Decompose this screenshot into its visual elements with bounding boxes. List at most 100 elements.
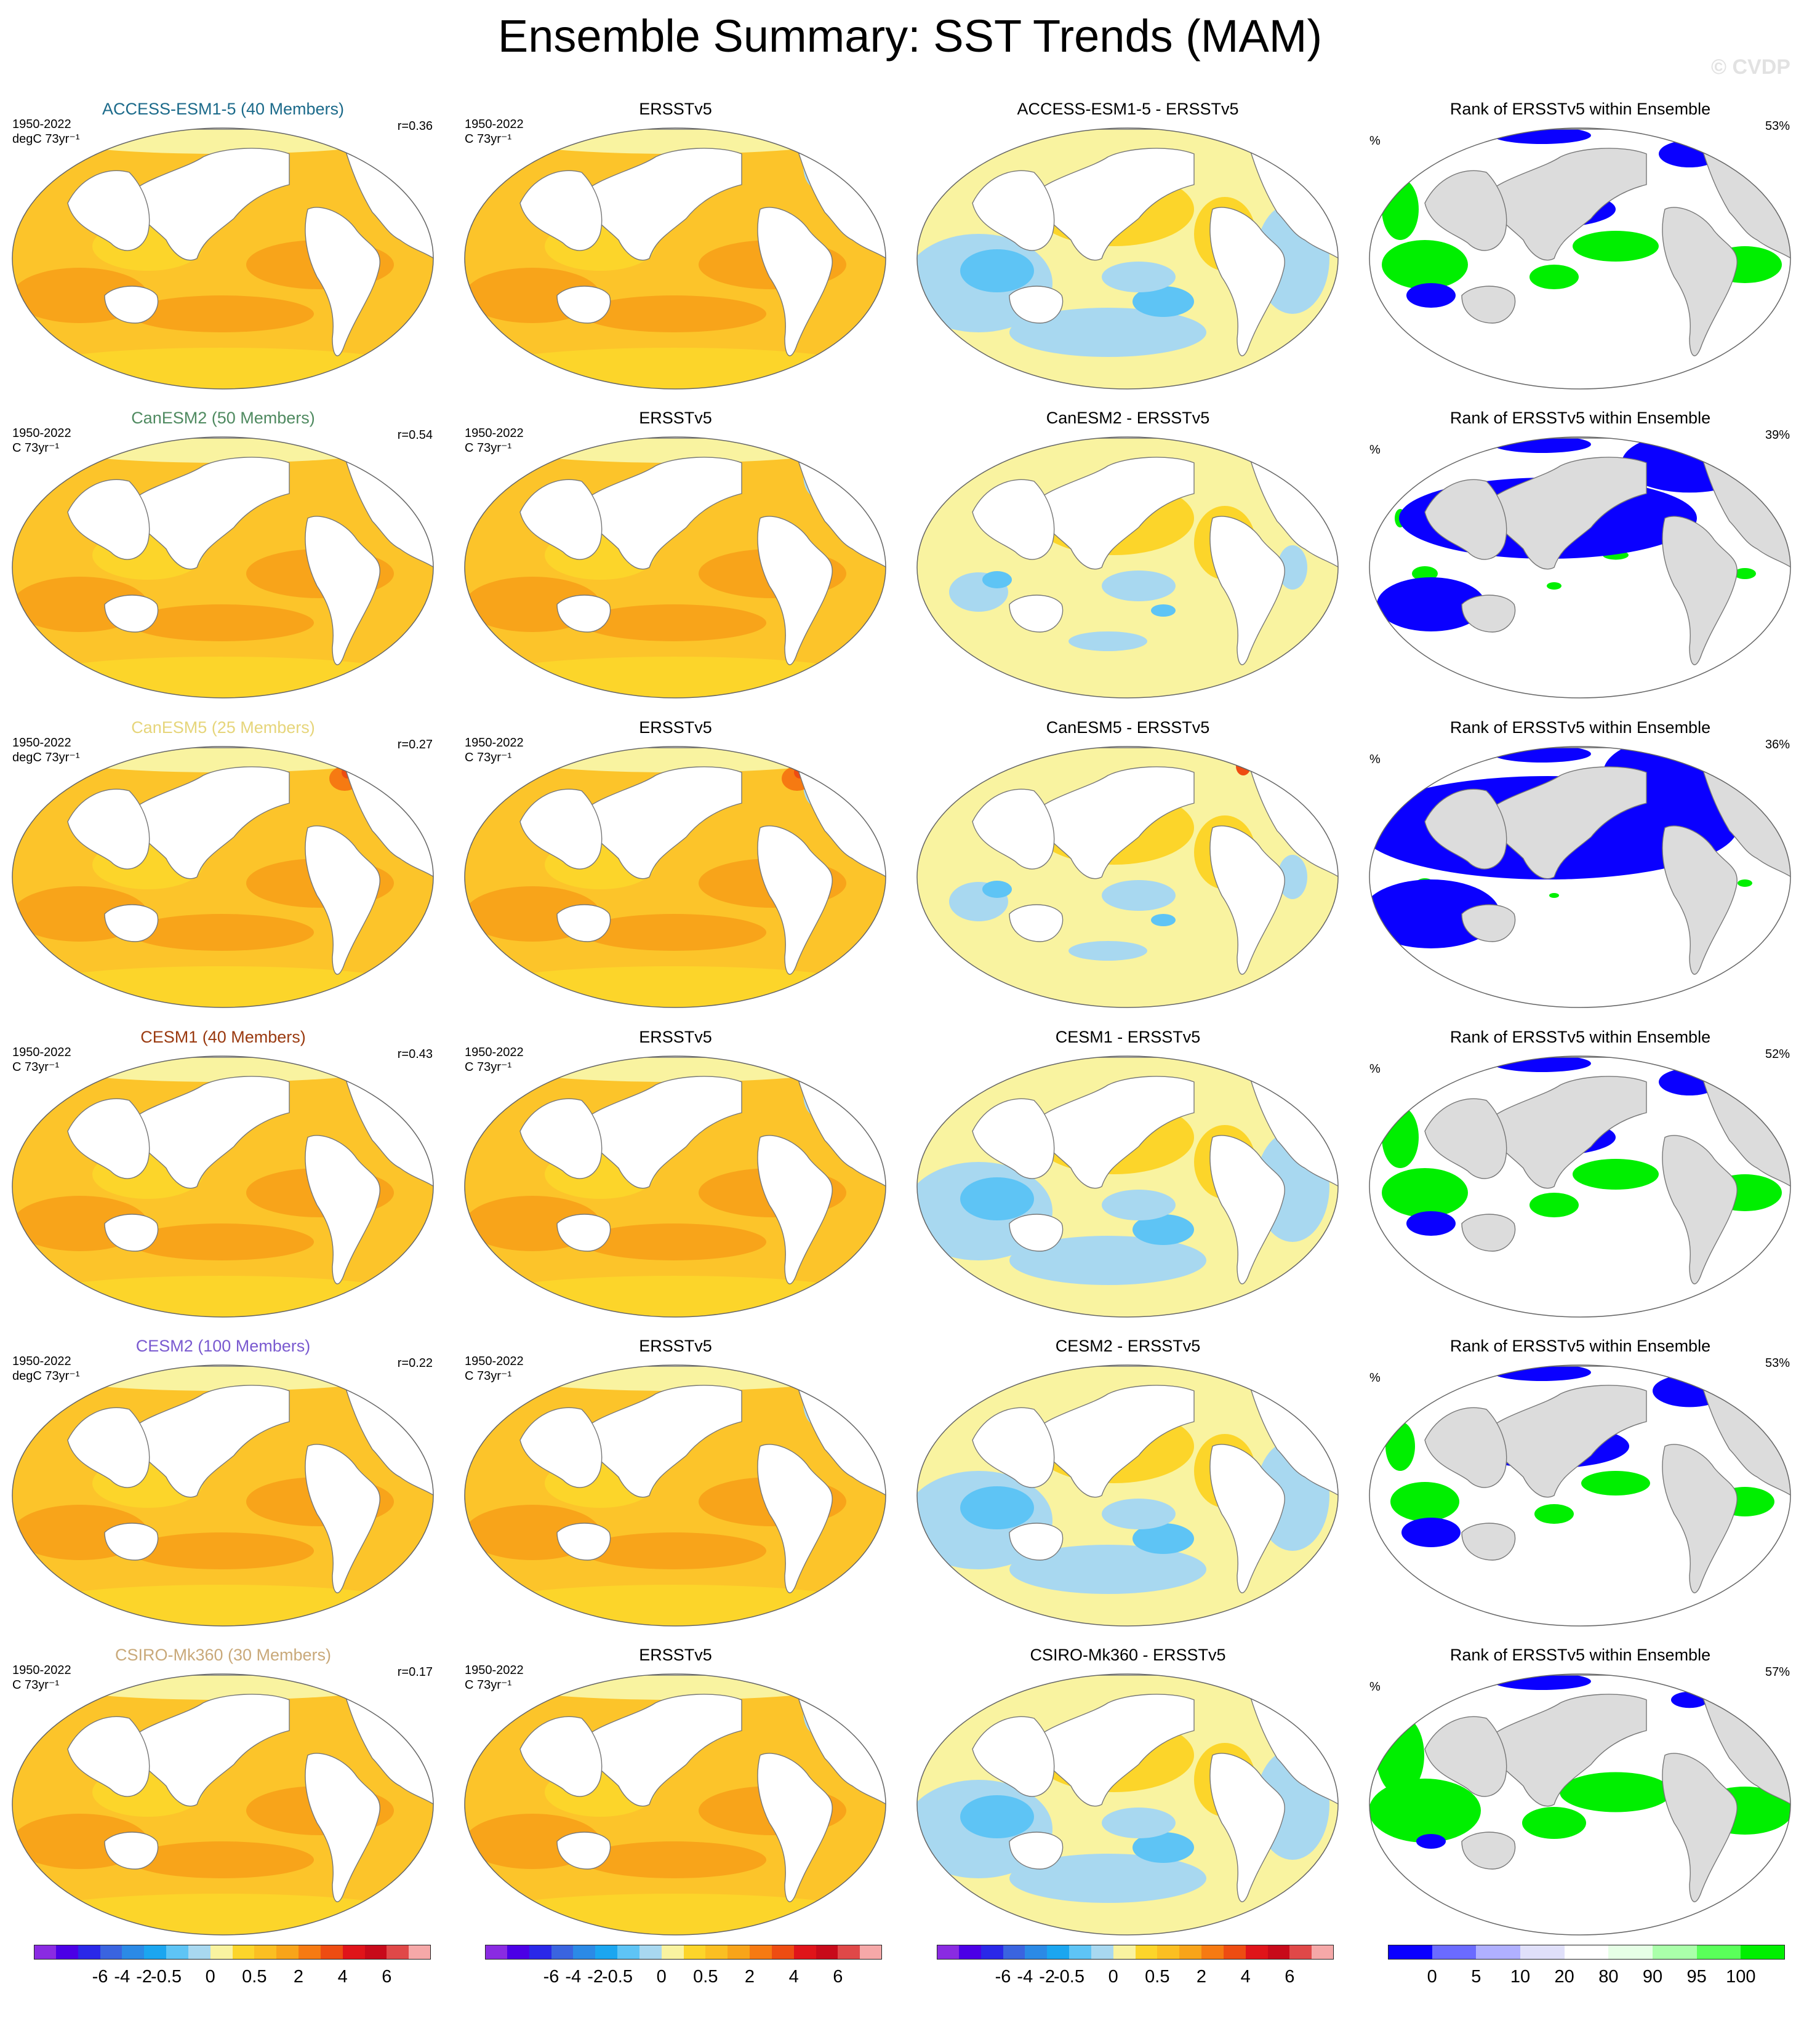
colorbar-tick-label: 20 bbox=[1554, 1967, 1574, 1987]
colorbar-swatch bbox=[364, 1945, 387, 1960]
colorbar-swatch bbox=[750, 1945, 772, 1960]
period-label: 1950-2022 bbox=[465, 1046, 524, 1059]
colorbar-swatch bbox=[276, 1945, 299, 1960]
colorbar-swatch bbox=[1741, 1945, 1786, 1960]
colorbar-swatch bbox=[1069, 1945, 1092, 1960]
units-label: degC 73yr⁻¹ bbox=[12, 751, 80, 764]
panel-title: CESM2 - ERSSTv5 bbox=[1055, 1337, 1201, 1355]
diff-map bbox=[916, 436, 1339, 699]
pattern-correlation: r=0.17 bbox=[397, 1665, 433, 1679]
colorbar-swatch bbox=[683, 1945, 706, 1960]
obs-panel: ERSSTv5 1950-2022 C 73yr⁻¹ bbox=[452, 407, 899, 715]
rank-map bbox=[1369, 746, 1791, 1008]
obs-panel: ERSSTv5 1950-2022 C 73yr⁻¹ bbox=[452, 717, 899, 1025]
colorbar-swatch bbox=[507, 1945, 530, 1960]
colorbar-swatch bbox=[771, 1945, 795, 1960]
colorbar-swatch bbox=[595, 1945, 618, 1960]
period-label: 1950-2022 bbox=[465, 1664, 524, 1677]
colorbar-swatch bbox=[705, 1945, 728, 1960]
colorbar-swatch bbox=[1223, 1945, 1246, 1960]
panel-title: ACCESS-ESM1-5 (40 Members) bbox=[102, 100, 345, 118]
model-panel: CanESM2 (50 Members) 1950-2022 C 73yr⁻¹ r=0… bbox=[0, 407, 446, 715]
colorbar-frame bbox=[937, 1945, 1334, 1960]
colorbar-swatch bbox=[254, 1945, 277, 1960]
colorbar-swatch bbox=[320, 1945, 343, 1960]
period-label: 1950-2022 bbox=[465, 1355, 524, 1368]
diff-map bbox=[916, 746, 1339, 1008]
period-units: 1950-2022 C 73yr⁻¹ bbox=[12, 1045, 71, 1075]
colorbar-swatch bbox=[1608, 1945, 1653, 1960]
units-label: C 73yr⁻¹ bbox=[465, 1678, 512, 1692]
period-label: 1950-2022 bbox=[465, 118, 524, 131]
obs-map bbox=[464, 127, 886, 390]
rank-map bbox=[1369, 127, 1791, 390]
colorbar-tick-label: -0.5 bbox=[1054, 1967, 1084, 1987]
rank-map bbox=[1369, 1364, 1791, 1627]
colorbar-tick-label: -6 bbox=[92, 1967, 108, 1987]
colorbar-swatch bbox=[100, 1945, 122, 1960]
rank-percent: 53% bbox=[1765, 1356, 1790, 1370]
colorbar-tick-label: 80 bbox=[1598, 1967, 1619, 1987]
colorbar-tick-label: -4 bbox=[114, 1967, 130, 1987]
colorbar-tick-label: 0 bbox=[1427, 1967, 1437, 1987]
period-label: 1950-2022 bbox=[12, 736, 71, 750]
colorbar-swatch bbox=[661, 1945, 684, 1960]
colorbar-swatch bbox=[1520, 1945, 1565, 1960]
panel-title: CanESM5 (25 Members) bbox=[131, 718, 315, 737]
period-units: 1950-2022 C 73yr⁻¹ bbox=[465, 1663, 524, 1692]
colorbar-tick-label: -4 bbox=[565, 1967, 582, 1987]
colorbar-swatch bbox=[816, 1945, 838, 1960]
colorbar-swatch bbox=[1025, 1945, 1048, 1960]
colorbar-swatch bbox=[1696, 1945, 1741, 1960]
colorbar-swatch bbox=[958, 1945, 982, 1960]
panel-title: Rank of ERSSTv5 within Ensemble bbox=[1449, 1646, 1711, 1664]
colorbar-tick-label: 6 bbox=[833, 1967, 843, 1987]
rank-unit: % bbox=[1369, 1371, 1381, 1385]
rank-unit: % bbox=[1369, 1062, 1381, 1076]
colorbar-swatch bbox=[1388, 1945, 1433, 1960]
panel-title: CESM2 (100 Members) bbox=[135, 1337, 311, 1355]
colorbar-swatch bbox=[860, 1945, 883, 1960]
colorbar-swatch bbox=[387, 1945, 409, 1960]
model-map bbox=[12, 746, 434, 1008]
period-units: 1950-2022 degC 73yr⁻¹ bbox=[12, 117, 80, 146]
panel-title: ERSSTv5 bbox=[639, 1646, 712, 1664]
panel-title: Rank of ERSSTv5 within Ensemble bbox=[1449, 409, 1711, 427]
units-label: C 73yr⁻¹ bbox=[465, 441, 512, 455]
colorbar-swatch bbox=[1653, 1945, 1698, 1960]
colorbar-tick-label: 0 bbox=[205, 1967, 215, 1987]
units-label: C 73yr⁻¹ bbox=[12, 441, 60, 455]
colorbar-tick-label: -0.5 bbox=[602, 1967, 633, 1987]
rank-map bbox=[1369, 1673, 1791, 1936]
rank-percent: 39% bbox=[1765, 428, 1790, 442]
rank-panel: Rank of ERSSTv5 within Ensemble% 57% bbox=[1357, 1644, 1803, 1952]
colorbar-swatch bbox=[1003, 1945, 1025, 1960]
colorbar-swatch bbox=[1179, 1945, 1202, 1960]
colorbar-swatch bbox=[409, 1945, 431, 1960]
period-label: 1950-2022 bbox=[12, 118, 71, 131]
colorbar-frame bbox=[485, 1945, 882, 1960]
rank-unit: % bbox=[1369, 1680, 1381, 1694]
model-map bbox=[12, 1055, 434, 1318]
diff-map bbox=[916, 1055, 1339, 1318]
obs-panel: ERSSTv5 1950-2022 C 73yr⁻¹ bbox=[452, 1335, 899, 1643]
pattern-correlation: r=0.36 bbox=[397, 119, 433, 133]
panel-title: CSIRO-Mk360 - ERSSTv5 bbox=[1030, 1646, 1226, 1664]
rank-percent: 36% bbox=[1765, 738, 1790, 751]
obs-map bbox=[464, 1055, 886, 1318]
period-units: 1950-2022 C 73yr⁻¹ bbox=[12, 426, 71, 455]
period-units: 1950-2022 C 73yr⁻¹ bbox=[465, 426, 524, 455]
period-label: 1950-2022 bbox=[465, 736, 524, 750]
panel-title: CSIRO-Mk360 (30 Members) bbox=[114, 1646, 332, 1664]
obs-map bbox=[464, 746, 886, 1008]
rank-colorbar: 0 5 10 20 80 90 95 100 bbox=[1388, 1945, 1786, 1994]
diff-map bbox=[916, 1673, 1339, 1936]
panel-title: ACCESS-ESM1-5 - ERSSTv5 bbox=[1017, 100, 1239, 118]
period-label: 1950-2022 bbox=[12, 1664, 71, 1677]
colorbar-swatch bbox=[1135, 1945, 1158, 1960]
period-label: 1950-2022 bbox=[12, 1046, 71, 1059]
colorbar-swatch bbox=[639, 1945, 662, 1960]
rank-percent: 53% bbox=[1765, 119, 1790, 133]
colorbar-swatch bbox=[34, 1945, 57, 1960]
trend-colorbar-model: -6 -4 -2 -0.5 0 0.5 2 4 6 bbox=[34, 1945, 431, 1994]
